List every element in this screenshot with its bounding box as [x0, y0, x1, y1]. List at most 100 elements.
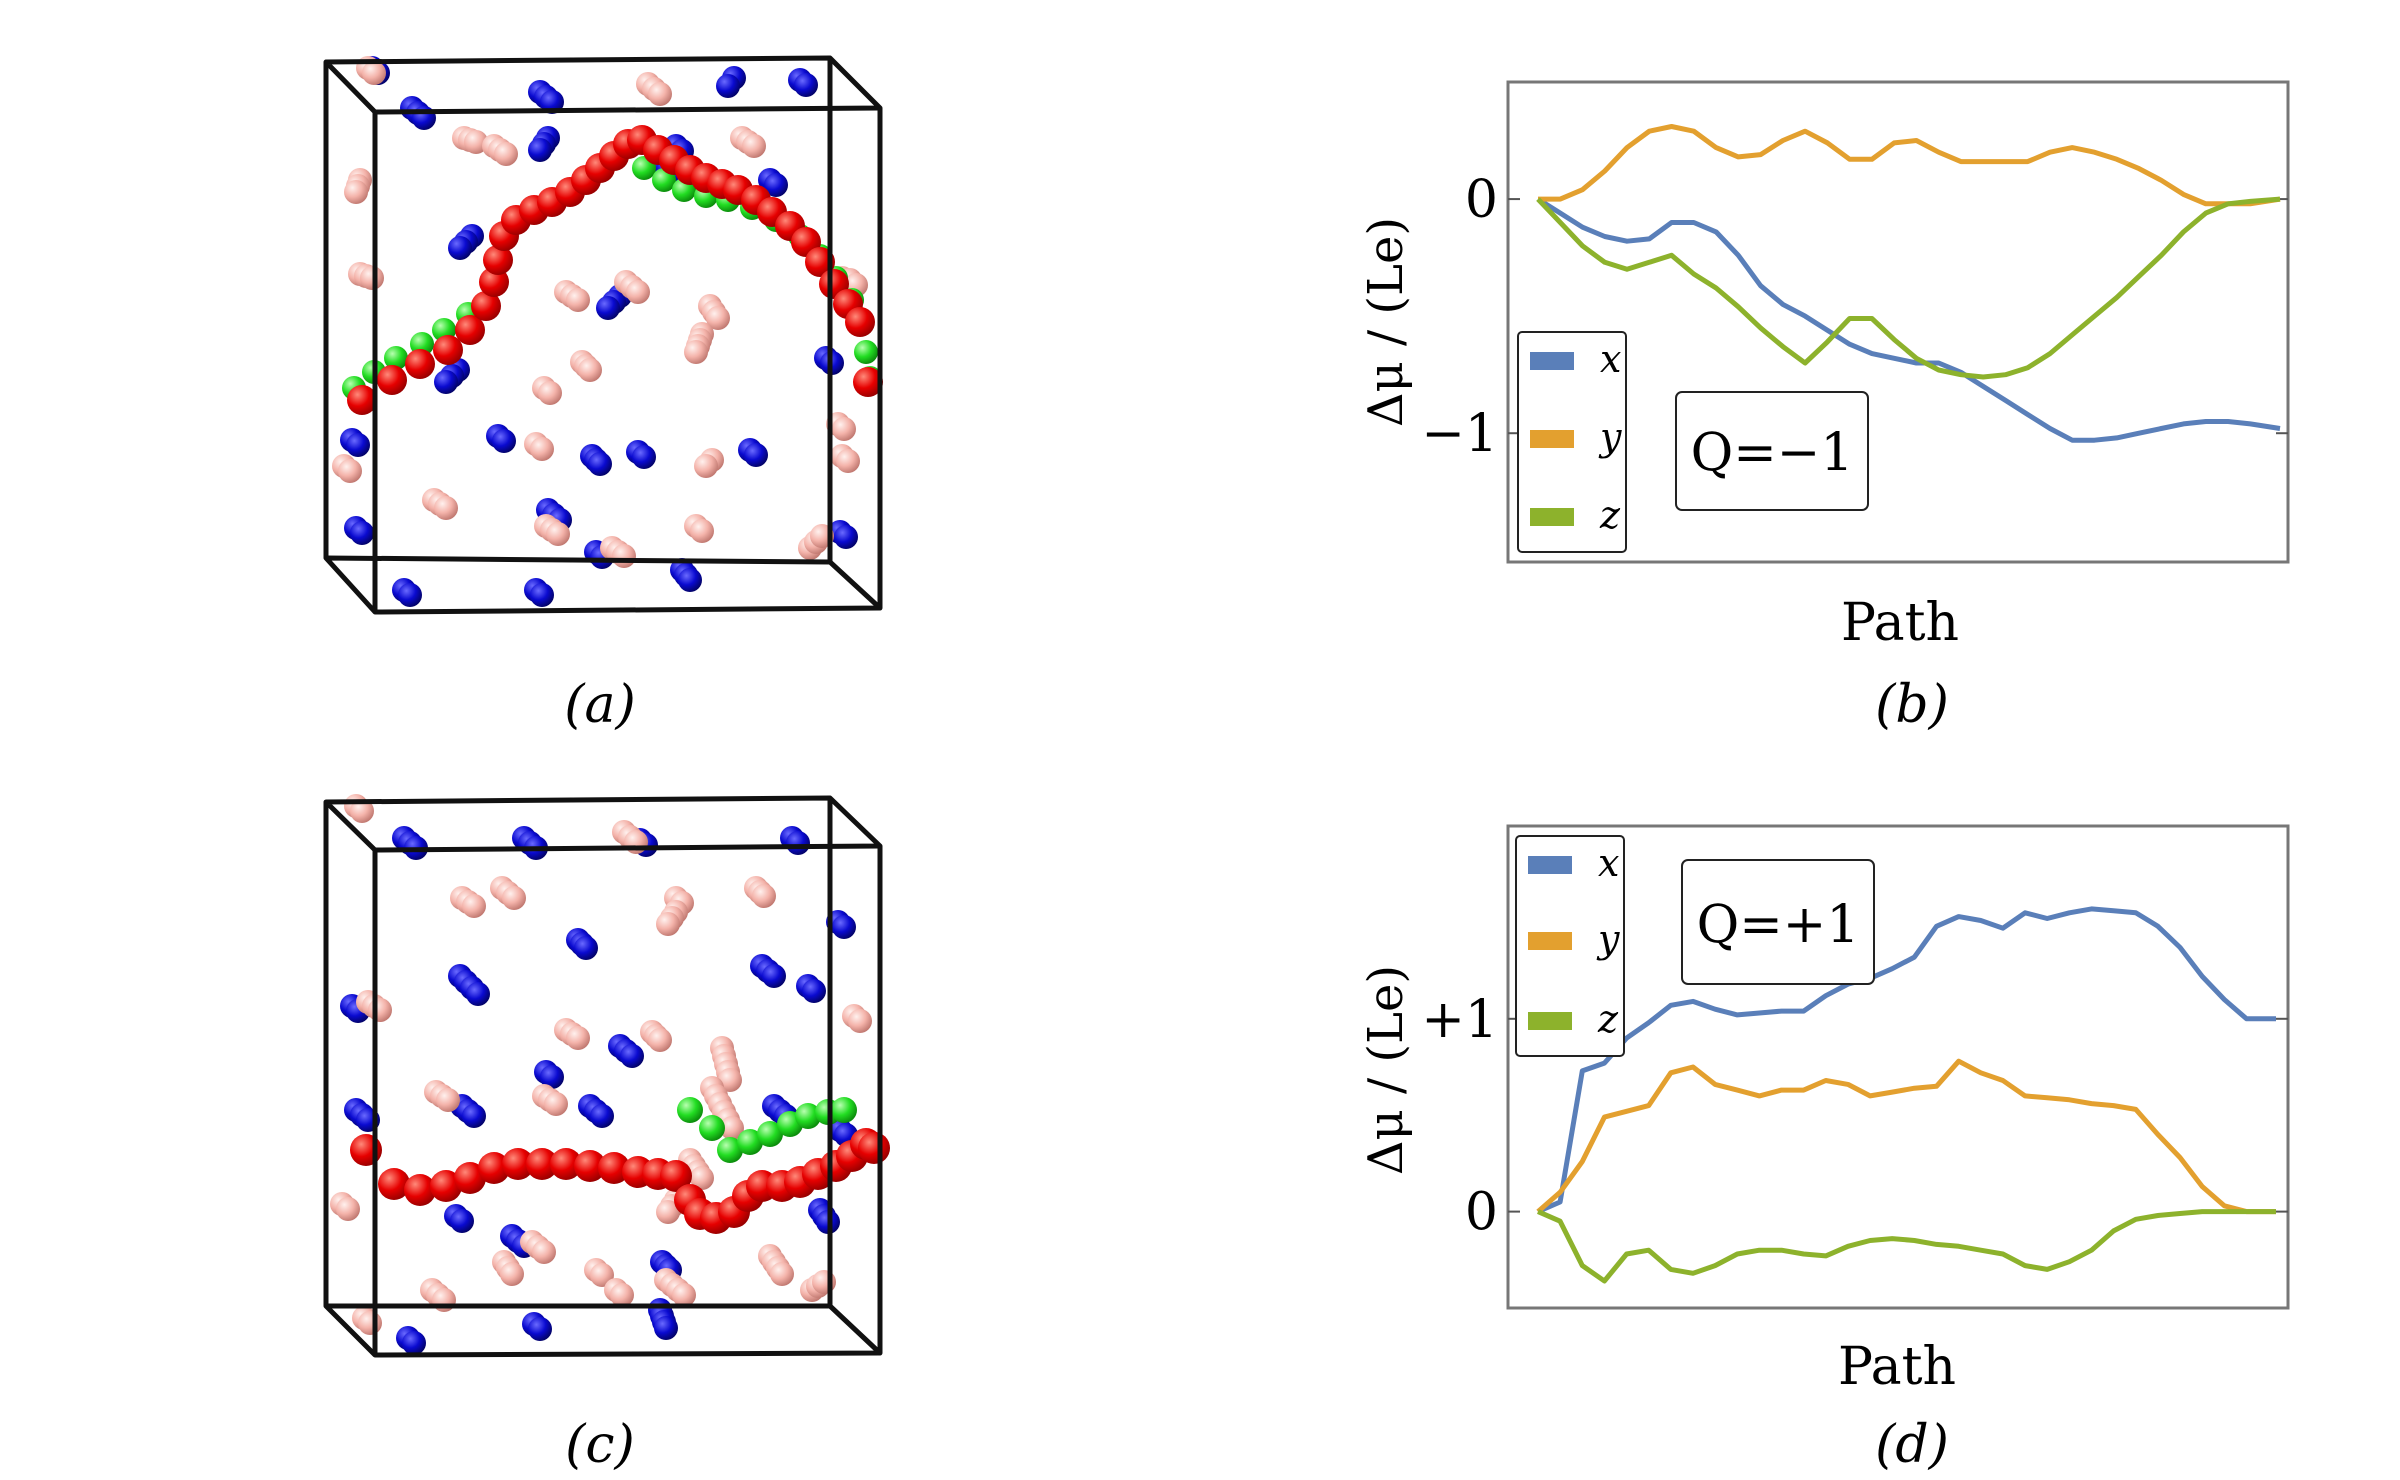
string-bead-green	[757, 1121, 783, 1147]
panel-label-a: (a)	[564, 675, 636, 735]
string-bead-red	[405, 349, 435, 379]
charge-particle-positive	[720, 1116, 744, 1140]
string-bead-green	[795, 1103, 821, 1129]
charge-particle-negative	[832, 915, 856, 939]
charge-particle-positive	[612, 544, 636, 568]
charge-particle-negative	[540, 90, 564, 114]
y-tick-label: +1	[1421, 990, 1498, 1050]
legend-swatch-x-d	[1528, 856, 1572, 874]
charge-particle-positive	[610, 1283, 634, 1307]
string-bead-red	[471, 291, 501, 321]
charge-particle-positive	[690, 519, 714, 543]
charge-particle-positive	[566, 1026, 590, 1050]
charge-particle-positive	[770, 1262, 794, 1286]
charge-particle-negative	[540, 1065, 564, 1089]
charge-particle-positive	[538, 381, 562, 405]
y-tick-label: 0	[1465, 1183, 1498, 1243]
charge-particle-negative	[802, 979, 826, 1003]
legend-swatch-x-b	[1530, 352, 1574, 370]
y-axis-ticks-b: 0 −1	[1421, 170, 2288, 464]
charge-particle-positive	[502, 886, 526, 910]
charge-particle-positive	[344, 180, 368, 204]
charge-particle-positive	[532, 1240, 556, 1264]
series-lines-d	[1536, 906, 2276, 1284]
string-bead-red	[483, 245, 513, 275]
box-wireframe-a	[323, 55, 883, 615]
charge-particle-positive	[336, 1197, 360, 1221]
string-bead-green	[854, 340, 878, 364]
legend-b: x y z	[1517, 331, 1627, 553]
legend-label-x-b: x	[1600, 337, 1621, 381]
charge-particle-positive	[648, 82, 672, 106]
legend-label-x-d: x	[1598, 841, 1619, 885]
string-bead-red	[433, 335, 463, 365]
charge-particle-positive	[648, 1028, 672, 1052]
charge-particle-positive	[656, 912, 680, 936]
chart-d: 0 +1 Path Δμ / (Le) x y z Q=+1	[1358, 824, 2290, 1397]
y-tick-label: −1	[1421, 404, 1498, 464]
string-bead-red	[660, 1160, 692, 1192]
string-bead-red	[858, 1132, 890, 1164]
charge-particle-positive	[368, 998, 392, 1022]
plot-frame-b	[1506, 80, 2290, 564]
charge-particle-negative	[462, 1104, 486, 1128]
string-c	[350, 1097, 890, 1234]
string-bead-green	[717, 1137, 743, 1163]
simulation-box-c	[323, 794, 890, 1358]
string-bead-green	[737, 1129, 763, 1155]
string-bead-red	[455, 315, 485, 345]
charge-particle-positive	[848, 1009, 872, 1033]
charge-particle-negative	[678, 568, 702, 592]
charge-particle-negative	[716, 74, 740, 98]
charge-particle-positive	[338, 459, 362, 483]
panel-label-c: (c)	[565, 1415, 635, 1475]
y-axis-label-d: Δμ / (Le)	[1358, 965, 1414, 1175]
charge-particle-negative	[620, 1044, 644, 1068]
legend-d: x y z	[1515, 835, 1625, 1057]
string-bead-red	[550, 1148, 582, 1180]
legend-label-z-d: z	[1597, 997, 1619, 1041]
string-bead-red	[378, 1168, 410, 1200]
charge-particle-negative	[528, 138, 552, 162]
charge-particle-positive	[530, 437, 554, 461]
string-bead-red	[574, 1150, 606, 1182]
charge-particle-positive	[462, 894, 486, 918]
box-wireframe-c	[323, 795, 883, 1358]
x-axis-label-b: Path	[1841, 593, 1959, 653]
legend-swatch-z-b	[1530, 508, 1574, 526]
y-axis-ticks-d: 0 +1	[1421, 990, 2288, 1243]
string-bead-green	[699, 1115, 725, 1141]
charge-particle-positive	[566, 288, 590, 312]
charge-particle-negative	[574, 936, 598, 960]
charge-particle-negative	[530, 583, 554, 607]
charge-particle-negative	[764, 173, 788, 197]
charge-particle-negative	[794, 73, 818, 97]
charge-particle-positive	[690, 1166, 714, 1190]
charge-particle-positive	[706, 306, 730, 330]
y-tick-label: 0	[1465, 170, 1498, 230]
charge-particle-positive	[694, 454, 718, 478]
charge-particle-positive	[752, 884, 776, 908]
charge-particle-negative	[434, 370, 458, 394]
series-line-x	[1537, 906, 2276, 1214]
string-bead-red	[502, 1148, 534, 1180]
charge-particle-negative	[834, 525, 858, 549]
charge-particle-negative	[744, 443, 768, 467]
legend-label-z-b: z	[1599, 493, 1621, 537]
box-bottom-face-c	[323, 1303, 883, 1358]
string-bead-green	[384, 346, 408, 370]
plot-frame-d	[1506, 824, 2290, 1310]
series-line-y	[1538, 124, 2281, 207]
legend-swatch-z-d	[1528, 1012, 1572, 1030]
charge-particle-negative	[398, 583, 422, 607]
charge-particle-positive	[590, 1263, 614, 1287]
string-bead-green	[677, 1097, 703, 1123]
charge-particle-negative	[466, 982, 490, 1006]
charge-particle-negative	[448, 236, 472, 260]
annotation-text-b: Q=−1	[1691, 423, 1854, 483]
charge-particle-positive	[544, 1092, 568, 1116]
charge-particle-negative	[346, 433, 370, 457]
string-bead-red	[377, 365, 407, 395]
legend-label-y-d: y	[1596, 917, 1620, 961]
